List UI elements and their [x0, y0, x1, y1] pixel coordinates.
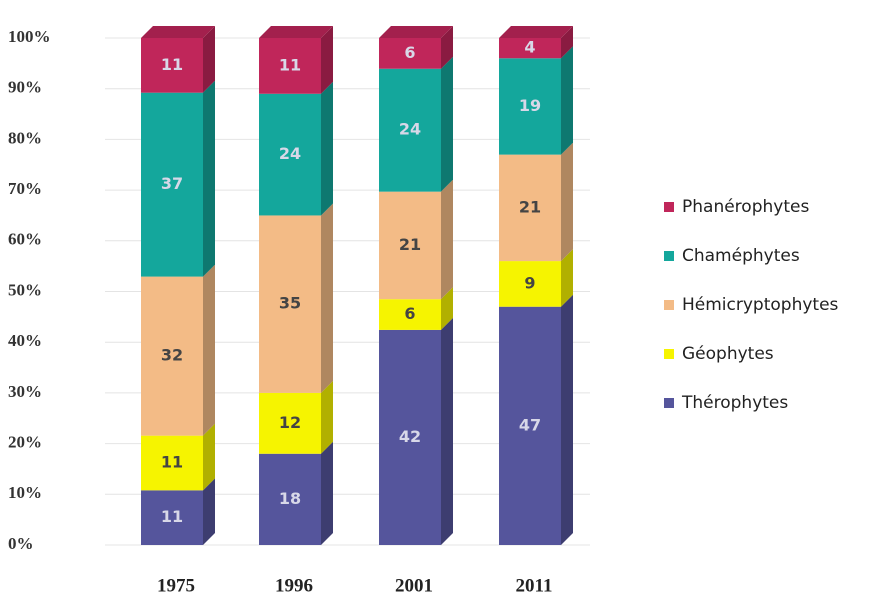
- bar-segment: [379, 329, 441, 545]
- y-tick-label: 70%: [8, 179, 42, 198]
- data-label: 19: [519, 96, 541, 115]
- bar-side: [561, 249, 573, 307]
- legend-swatch: [664, 398, 674, 408]
- x-tick-label: 1996: [275, 575, 313, 596]
- legend-label: Hémicryptophytes: [682, 295, 839, 315]
- bar-segment: [379, 299, 441, 330]
- data-label: 21: [399, 235, 421, 254]
- bar-side: [203, 26, 215, 93]
- legend-swatch: [664, 349, 674, 359]
- bar-side: [441, 287, 453, 330]
- data-label: 11: [161, 55, 183, 74]
- bar-segment: [141, 435, 203, 491]
- data-label: 4: [524, 38, 535, 57]
- bar-segment: [259, 93, 321, 216]
- bar-side: [321, 441, 333, 545]
- bar-side: [321, 203, 333, 393]
- bar-side: [321, 26, 333, 94]
- data-label: 12: [279, 413, 301, 432]
- legend-swatch: [664, 202, 674, 212]
- data-label: 6: [404, 43, 415, 62]
- bar-side: [321, 81, 333, 216]
- bar-segment: [379, 38, 441, 69]
- bar-segment: [259, 38, 321, 94]
- bar-side: [203, 80, 215, 277]
- x-tick-label: 2011: [516, 575, 553, 596]
- legend-label: Phanérophytes: [682, 197, 809, 217]
- bar-segment: [141, 38, 203, 93]
- bar-top: [141, 26, 215, 38]
- bar-top: [499, 26, 573, 38]
- bar-side: [321, 380, 333, 454]
- bar-top: [259, 26, 333, 38]
- bar-side: [441, 179, 453, 300]
- y-tick-label: 90%: [8, 78, 42, 97]
- bar-side: [561, 142, 573, 262]
- x-tick-label: 2001: [395, 575, 433, 596]
- y-tick-label: 0%: [8, 534, 34, 553]
- bar-segment: [259, 392, 321, 454]
- bar-segment: [259, 215, 321, 393]
- bar-segment: [499, 38, 561, 59]
- legend-label: Géophytes: [682, 344, 774, 364]
- bar-side: [441, 26, 453, 69]
- bar-side: [441, 56, 453, 192]
- data-label: 21: [519, 197, 541, 216]
- bar-segment: [141, 92, 203, 277]
- data-label: 9: [524, 273, 535, 292]
- y-tick-label: 30%: [8, 382, 42, 401]
- y-tick-label: 20%: [8, 433, 42, 452]
- y-tick-label: 10%: [8, 483, 42, 502]
- y-tick-label: 40%: [8, 331, 42, 350]
- bar-side: [561, 294, 573, 545]
- x-tick-label: 1975: [157, 575, 195, 596]
- data-label: 11: [161, 507, 183, 526]
- data-label: 42: [399, 427, 421, 446]
- bar-top: [379, 26, 453, 38]
- y-tick-label: 100%: [8, 27, 51, 46]
- bar-side: [203, 423, 215, 491]
- legend-swatch: [664, 300, 674, 310]
- bar-segment: [499, 261, 561, 307]
- data-label: 47: [519, 415, 541, 434]
- bar-segment: [379, 68, 441, 192]
- data-label: 11: [161, 452, 183, 471]
- bar-segment: [499, 58, 561, 155]
- bar-side: [561, 46, 573, 155]
- y-tick-label: 50%: [8, 280, 42, 299]
- legend-label: Chaméphytes: [682, 246, 800, 266]
- bar-side: [203, 264, 215, 436]
- bar-side: [203, 478, 215, 545]
- data-label: 24: [279, 144, 301, 163]
- data-label: 6: [404, 304, 415, 323]
- data-label: 32: [161, 346, 183, 365]
- y-tick-label: 80%: [8, 128, 42, 147]
- data-label: 11: [279, 55, 301, 74]
- data-label: 35: [279, 294, 301, 313]
- legend-swatch: [664, 251, 674, 261]
- bar-side: [561, 26, 573, 59]
- bar-segment: [499, 154, 561, 262]
- legend-label: Thérophytes: [681, 393, 788, 413]
- bar-segment: [141, 276, 203, 436]
- bar-segment: [141, 490, 203, 545]
- bar-segment: [259, 453, 321, 545]
- data-label: 18: [279, 489, 301, 508]
- data-label: 37: [161, 174, 183, 193]
- y-tick-label: 60%: [8, 230, 42, 249]
- bar-segment: [499, 306, 561, 545]
- data-label: 24: [399, 120, 421, 139]
- bar-segment: [379, 191, 441, 300]
- bar-side: [441, 317, 453, 545]
